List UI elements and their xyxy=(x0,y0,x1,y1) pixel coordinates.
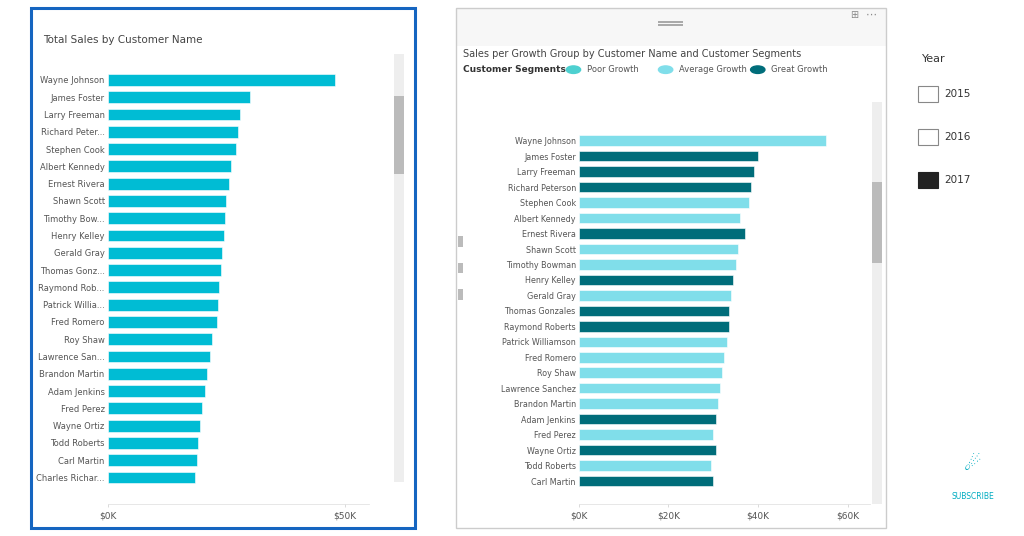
Bar xyxy=(108,109,241,121)
Bar xyxy=(108,385,205,397)
Bar xyxy=(579,259,735,270)
Bar xyxy=(108,333,212,345)
Bar xyxy=(108,264,220,276)
Bar xyxy=(108,126,238,138)
Bar xyxy=(108,281,219,293)
Bar xyxy=(108,437,198,449)
Bar xyxy=(579,244,738,254)
Bar xyxy=(108,247,222,259)
Bar xyxy=(579,151,758,161)
Text: Year: Year xyxy=(922,54,945,64)
Bar xyxy=(108,229,224,241)
Bar xyxy=(108,178,228,190)
Text: Average Growth: Average Growth xyxy=(679,65,746,74)
Text: SUBSCRIBE: SUBSCRIBE xyxy=(951,492,994,501)
Bar xyxy=(579,290,731,301)
Bar xyxy=(579,398,718,409)
Text: Sales per Growth Group by Customer Name and Customer Segments: Sales per Growth Group by Customer Name … xyxy=(463,49,801,59)
Bar xyxy=(579,182,752,192)
Bar xyxy=(108,455,197,466)
Bar xyxy=(108,351,210,362)
Bar xyxy=(579,166,754,177)
Text: Poor Growth: Poor Growth xyxy=(587,65,639,74)
Bar xyxy=(579,414,716,425)
Bar xyxy=(579,429,714,440)
Bar xyxy=(579,368,722,378)
Bar xyxy=(579,274,733,285)
Bar xyxy=(579,337,727,347)
Text: Customer Segments: Customer Segments xyxy=(463,65,565,74)
Bar xyxy=(579,306,729,316)
Bar xyxy=(579,197,750,208)
Bar xyxy=(108,420,200,431)
Text: Total Sales by Customer Name: Total Sales by Customer Name xyxy=(43,35,203,45)
Bar xyxy=(579,445,716,456)
Bar xyxy=(108,472,196,483)
Text: 2017: 2017 xyxy=(944,175,971,184)
Bar xyxy=(579,321,729,332)
Bar xyxy=(108,91,250,103)
Text: ⋯: ⋯ xyxy=(865,10,877,20)
Bar xyxy=(108,299,218,310)
Bar xyxy=(108,316,217,328)
Bar xyxy=(108,195,226,207)
Bar xyxy=(108,403,203,414)
Text: ⊞: ⊞ xyxy=(850,10,858,20)
Bar xyxy=(579,476,714,486)
Bar xyxy=(108,74,336,86)
Bar xyxy=(108,368,207,379)
Bar xyxy=(579,228,744,239)
Bar xyxy=(579,213,740,224)
Text: Great Growth: Great Growth xyxy=(771,65,827,74)
Bar xyxy=(108,212,225,224)
Bar xyxy=(579,383,720,393)
Bar xyxy=(108,160,231,172)
Text: 2015: 2015 xyxy=(944,89,971,99)
Text: 2016: 2016 xyxy=(944,132,971,142)
Bar xyxy=(579,460,711,471)
Text: ☄: ☄ xyxy=(964,456,982,474)
Bar xyxy=(579,136,825,146)
Bar xyxy=(108,143,236,155)
Bar xyxy=(579,352,724,362)
